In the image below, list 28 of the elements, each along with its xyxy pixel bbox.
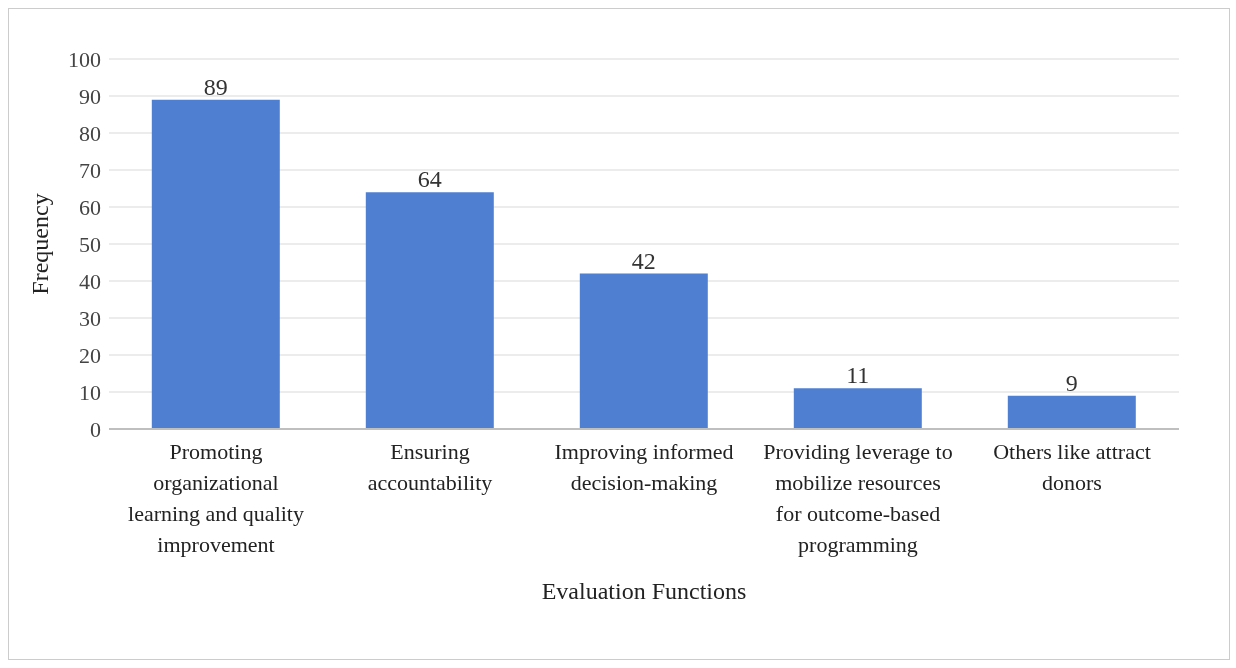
data-label: 11 bbox=[846, 362, 870, 389]
y-tick-label: 60 bbox=[79, 194, 101, 220]
bar bbox=[365, 192, 494, 429]
bar bbox=[579, 273, 708, 429]
data-label: 9 bbox=[1065, 369, 1078, 396]
y-tick-label: 10 bbox=[79, 379, 101, 405]
x-tick-label: Providing leverage to mobilize resources for outcome-based programming bbox=[763, 439, 953, 557]
bar bbox=[151, 99, 280, 429]
y-tick-label: 90 bbox=[79, 83, 101, 109]
x-tick-label: Improving informed decision-making bbox=[554, 439, 734, 495]
y-tick-label: 20 bbox=[79, 342, 101, 368]
data-label: 42 bbox=[631, 247, 656, 274]
y-tick-label: 100 bbox=[68, 46, 101, 72]
x-tick-label: Promoting organizational learning and quality improvement bbox=[128, 439, 304, 557]
x-tick-label: Ensuring accountability bbox=[367, 439, 493, 495]
x-axis-title: Evaluation Functions bbox=[541, 578, 747, 604]
bar bbox=[1007, 395, 1136, 429]
bar bbox=[793, 388, 922, 429]
y-tick-label: 30 bbox=[79, 305, 101, 331]
data-label: 89 bbox=[203, 73, 228, 100]
y-tick-label: 80 bbox=[79, 120, 101, 146]
y-tick-label: 70 bbox=[79, 157, 101, 183]
y-tick-label: 50 bbox=[79, 231, 101, 257]
data-label: 64 bbox=[417, 166, 442, 193]
y-tick-label: 40 bbox=[79, 268, 101, 294]
y-axis-title: Frequency bbox=[26, 193, 53, 295]
y-tick-label: 0 bbox=[90, 416, 101, 442]
x-tick-label: Others like attract donors bbox=[993, 439, 1151, 495]
